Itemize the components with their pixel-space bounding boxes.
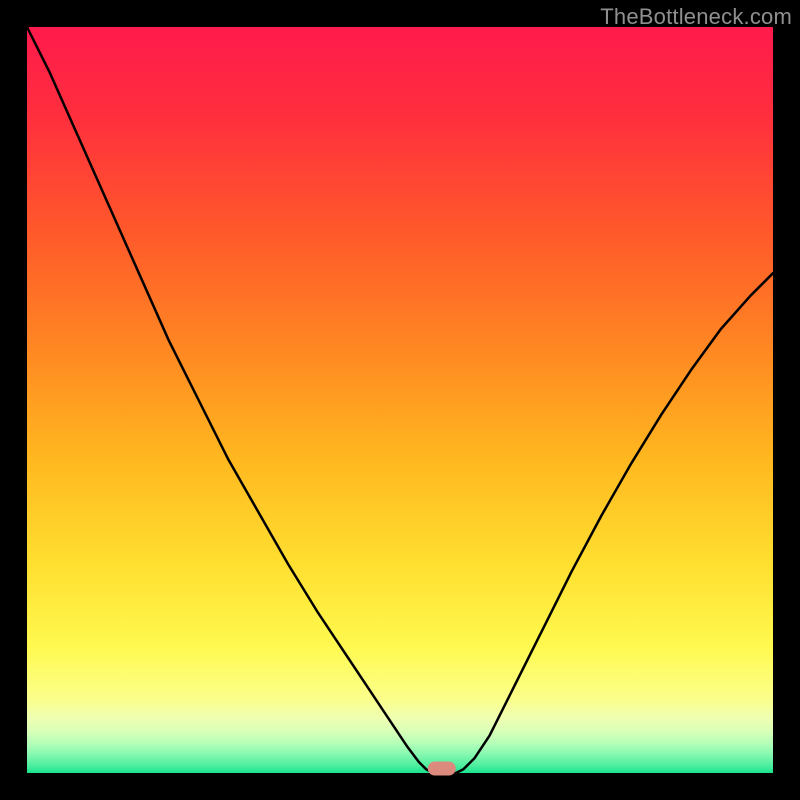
optimal-point-marker bbox=[428, 762, 456, 776]
bottleneck-chart bbox=[0, 0, 800, 800]
plot-background bbox=[27, 27, 773, 773]
watermark-text: TheBottleneck.com bbox=[600, 4, 792, 30]
